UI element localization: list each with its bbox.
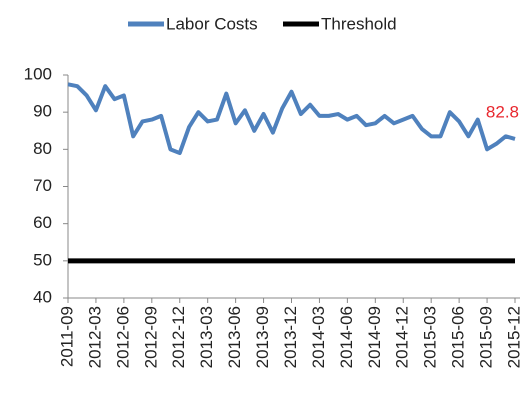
- y-tick-label: 40: [33, 287, 52, 306]
- x-tick-label: 2013-06: [225, 306, 244, 368]
- x-tick-label: 2013-03: [197, 306, 216, 368]
- x-tick-label: 2015-06: [449, 306, 468, 368]
- x-tick-label: 2015-03: [421, 306, 440, 368]
- x-tick-label: 2014-06: [337, 306, 356, 368]
- x-tick-label: 2011-09: [57, 306, 76, 367]
- x-tick-label: 2014-09: [365, 306, 384, 368]
- y-tick-label: 90: [33, 102, 52, 121]
- x-tick-label: 2015-12: [504, 306, 523, 368]
- x-tick-label: 2012-06: [113, 306, 132, 368]
- x-tick-label: 2012-03: [85, 306, 104, 368]
- y-tick-label: 100: [24, 64, 52, 83]
- y-tick-label: 70: [33, 176, 52, 195]
- x-tick-label: 2013-12: [281, 306, 300, 368]
- legend-label: Threshold: [321, 14, 397, 33]
- y-tick-label: 60: [33, 213, 52, 232]
- data-label: 82.8: [486, 102, 519, 121]
- series-line: [67, 82, 516, 156]
- x-tick-label: 2014-12: [393, 306, 412, 368]
- x-tick-label: 2015-09: [477, 306, 496, 368]
- x-tick-label: 2014-03: [309, 306, 328, 368]
- x-tick-label: 2012-12: [169, 306, 188, 368]
- legend-label: Labor Costs: [166, 14, 258, 33]
- x-tick-label: 2013-09: [253, 306, 272, 368]
- x-tick-label: 2012-09: [141, 306, 160, 368]
- y-tick-label: 80: [33, 139, 52, 158]
- y-tick-label: 50: [33, 250, 52, 269]
